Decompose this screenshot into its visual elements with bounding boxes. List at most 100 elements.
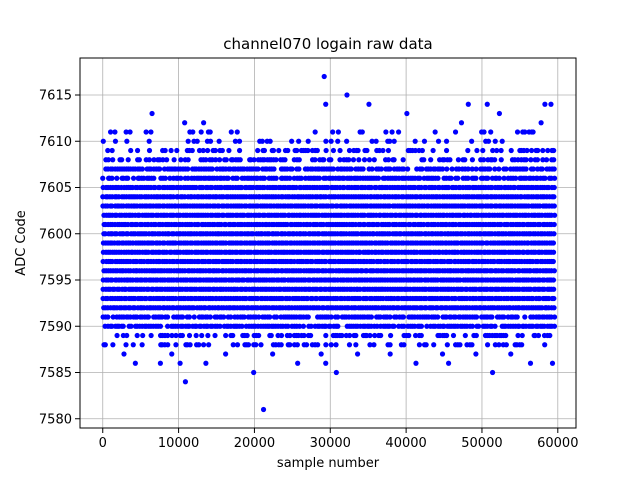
- data-point: [492, 323, 498, 329]
- data-point: [128, 147, 134, 154]
- data-point: [285, 323, 291, 329]
- data-point: [496, 166, 502, 172]
- data-point: [112, 129, 118, 135]
- data-point: [490, 147, 496, 154]
- data-point: [105, 314, 111, 320]
- data-point: [253, 342, 259, 348]
- data-point: [364, 147, 370, 154]
- data-point: [551, 166, 557, 172]
- data-point: [447, 157, 453, 163]
- data-point: [417, 175, 423, 181]
- data-point: [383, 129, 389, 135]
- data-point: [148, 332, 154, 339]
- data-point: [387, 342, 393, 348]
- data-point: [223, 332, 229, 339]
- data-point: [501, 314, 507, 320]
- data-point: [221, 314, 227, 320]
- data-point: [337, 157, 343, 163]
- x-tick-label: 20000: [234, 436, 275, 451]
- data-point: [542, 175, 548, 181]
- data-point: [189, 147, 195, 154]
- data-point: [148, 129, 154, 135]
- data-point: [173, 342, 179, 348]
- data-point: [236, 138, 243, 144]
- data-point: [550, 240, 557, 246]
- y-tick-label: 7590: [39, 320, 72, 335]
- data-point: [212, 332, 218, 339]
- data-point: [346, 342, 353, 348]
- data-point: [328, 314, 334, 320]
- data-point: [428, 157, 434, 163]
- outlier-point: [354, 351, 361, 357]
- outlier-point: [465, 101, 471, 107]
- data-point: [323, 147, 329, 154]
- data-point: [323, 332, 329, 339]
- data-point: [296, 157, 302, 163]
- data-point: [387, 314, 393, 320]
- data-point: [206, 342, 212, 348]
- data-point: [173, 332, 179, 339]
- data-point: [368, 314, 375, 320]
- data-point: [452, 129, 459, 135]
- data-point: [385, 147, 392, 154]
- data-point: [551, 295, 557, 302]
- data-point: [391, 138, 397, 144]
- data-point: [162, 175, 168, 181]
- data-point: [268, 332, 274, 339]
- data-point: [123, 342, 129, 348]
- data-point: [406, 332, 412, 339]
- x-tick-label: 10000: [158, 436, 199, 451]
- data-point: [102, 342, 108, 348]
- data-point: [494, 147, 500, 154]
- data-point: [296, 138, 302, 144]
- data-point: [171, 157, 177, 163]
- data-point: [190, 129, 196, 135]
- data-point: [535, 147, 541, 154]
- data-point: [443, 138, 450, 144]
- data-point: [465, 175, 471, 181]
- data-point: [503, 342, 509, 348]
- data-point: [473, 166, 479, 172]
- data-point: [371, 342, 377, 348]
- data-point: [285, 147, 291, 154]
- data-point: [540, 147, 546, 154]
- data-point: [346, 157, 352, 163]
- data-point: [480, 147, 486, 154]
- data-point: [223, 157, 229, 163]
- data-point: [344, 138, 350, 144]
- x-tick-label: 0: [99, 436, 107, 451]
- data-point: [369, 166, 375, 172]
- data-point: [551, 323, 558, 329]
- data-point: [498, 147, 504, 154]
- data-point: [305, 147, 311, 154]
- data-point: [165, 332, 171, 339]
- data-point: [128, 323, 134, 329]
- data-point: [178, 157, 184, 163]
- data-point: [312, 157, 318, 163]
- data-point: [109, 175, 115, 181]
- data-point: [216, 138, 222, 144]
- data-point: [485, 138, 492, 144]
- data-point: [315, 342, 321, 348]
- data-point: [385, 157, 392, 163]
- data-point: [535, 332, 542, 339]
- data-point: [203, 157, 209, 163]
- outlier-point: [251, 369, 257, 376]
- data-point: [274, 314, 280, 320]
- data-point: [186, 314, 193, 320]
- data-point: [369, 138, 375, 144]
- data-point: [245, 342, 252, 348]
- outlier-point: [344, 92, 350, 98]
- data-point: [228, 314, 234, 320]
- outlier-point: [527, 360, 534, 366]
- data-point: [450, 332, 457, 339]
- data-point: [550, 258, 556, 265]
- data-point: [551, 147, 557, 154]
- data-points: [100, 73, 558, 413]
- y-tick-label: 7610: [39, 135, 72, 150]
- data-point: [405, 166, 411, 172]
- data-point: [328, 138, 334, 144]
- data-point: [305, 314, 311, 320]
- outlier-point: [366, 101, 372, 107]
- data-point: [191, 314, 197, 320]
